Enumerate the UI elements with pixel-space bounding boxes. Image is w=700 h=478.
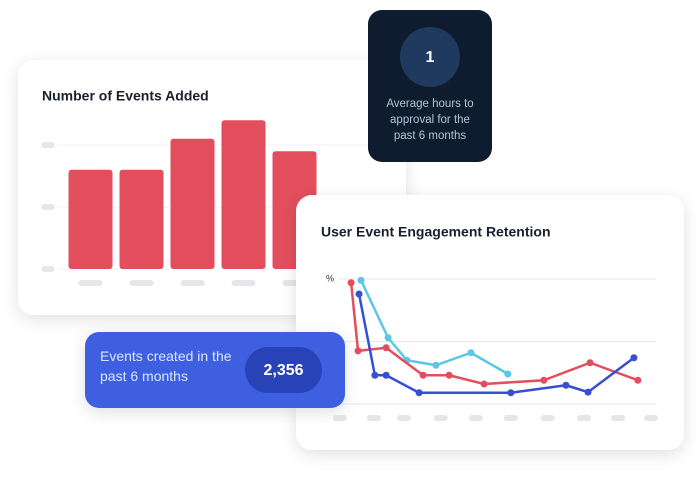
chart-title: User Event Engagement Retention — [321, 224, 551, 240]
x-tick-mark — [366, 415, 381, 421]
line-chart: % — [326, 273, 659, 421]
point — [371, 371, 379, 379]
bar — [68, 169, 113, 269]
stat-label-box: Average hours to approval for the past 6… — [386, 98, 474, 142]
x-tick-placeholder — [231, 280, 256, 286]
y-tick-mark — [41, 204, 55, 210]
point — [347, 279, 355, 287]
point — [480, 380, 488, 388]
x-tick-mark — [332, 415, 347, 421]
stat-label: Average hours to approval for the past 6… — [386, 98, 474, 142]
chart-title: Number of Events Added — [42, 88, 209, 104]
x-tick-mark — [644, 415, 659, 421]
point — [467, 349, 475, 357]
point — [354, 347, 362, 355]
point — [504, 370, 512, 378]
x-tick-mark — [433, 415, 448, 421]
x-tick-mark — [503, 415, 518, 421]
stat-value: 2,356 — [263, 362, 303, 379]
bar — [221, 120, 266, 269]
point — [382, 344, 390, 352]
point — [357, 276, 365, 284]
stat-circle — [400, 27, 460, 87]
stat-label-box: Events created in the past 6 months — [100, 348, 232, 384]
line-card — [296, 195, 684, 450]
y-tick-mark — [41, 266, 55, 272]
x-tick-placeholder — [129, 280, 154, 286]
stat-value: 1 — [426, 49, 435, 66]
x-tick-mark — [577, 415, 592, 421]
point — [415, 389, 423, 397]
point — [355, 290, 363, 298]
point — [584, 388, 592, 396]
x-tick-placeholder — [78, 280, 103, 286]
line-series — [359, 279, 509, 376]
stat-label: Events created in the past 6 months — [100, 348, 232, 384]
x-tick-mark — [396, 415, 411, 421]
point — [507, 389, 515, 397]
point — [445, 371, 453, 379]
point — [540, 376, 548, 384]
point — [432, 361, 440, 369]
point — [384, 334, 392, 342]
stat-pill — [245, 347, 322, 393]
x-tick-mark — [468, 415, 483, 421]
point — [419, 371, 427, 379]
point — [634, 376, 642, 384]
x-tick-mark — [611, 415, 626, 421]
y-tick-label: % — [326, 273, 334, 283]
point — [630, 354, 638, 362]
bar — [119, 169, 164, 269]
y-tick-mark — [41, 142, 55, 148]
point — [562, 381, 570, 389]
point — [586, 359, 594, 367]
bar — [170, 138, 215, 269]
x-tick-placeholder — [180, 280, 205, 286]
x-tick-mark — [540, 415, 555, 421]
point — [382, 371, 390, 379]
